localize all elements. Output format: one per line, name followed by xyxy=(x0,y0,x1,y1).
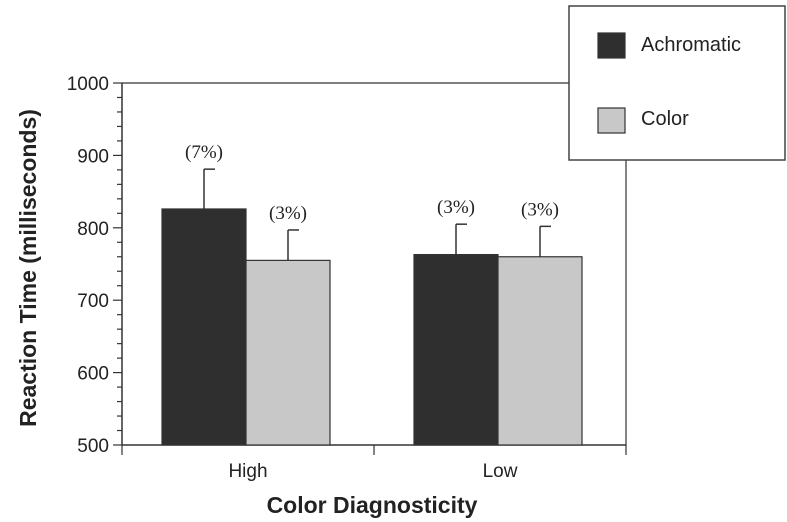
x-tick-label: Low xyxy=(483,461,518,482)
bar-value-label: (3%) xyxy=(269,203,307,224)
legend-box xyxy=(568,5,786,161)
y-tick-label: 900 xyxy=(77,146,109,167)
bar-achromatic-low xyxy=(413,253,499,446)
x-tick-label: High xyxy=(228,461,267,482)
bars xyxy=(161,208,583,446)
bar-value-label: (3%) xyxy=(437,197,475,218)
legend-swatch-achromatic xyxy=(597,32,626,59)
y-axis: 500 600 700 800 900 1000 xyxy=(67,74,122,457)
bar-color-high xyxy=(245,259,331,446)
bar-value-label: (3%) xyxy=(521,199,559,220)
bar-labels: (7%) (3%) (3%) (3%) xyxy=(185,142,559,224)
x-axis-title: Color Diagnosticity xyxy=(267,492,478,518)
legend-label-color: Color xyxy=(641,108,689,130)
y-tick-label: 600 xyxy=(77,364,109,385)
y-tick-label: 700 xyxy=(77,291,109,312)
bar-value-label: (7%) xyxy=(185,142,223,163)
legend: Achromatic Color xyxy=(568,5,786,161)
legend-label-achromatic: Achromatic xyxy=(641,34,741,56)
bar-color-low xyxy=(497,256,583,446)
y-tick-label: 500 xyxy=(77,436,109,457)
legend-swatch-color xyxy=(597,107,626,134)
y-tick-label: 800 xyxy=(77,219,109,240)
y-tick-label: 1000 xyxy=(67,74,109,95)
x-axis: High Low xyxy=(121,445,627,482)
error-bars xyxy=(203,168,551,261)
bar-achromatic-high xyxy=(161,208,247,446)
y-axis-title: Reaction Time (milliseconds) xyxy=(15,109,41,427)
